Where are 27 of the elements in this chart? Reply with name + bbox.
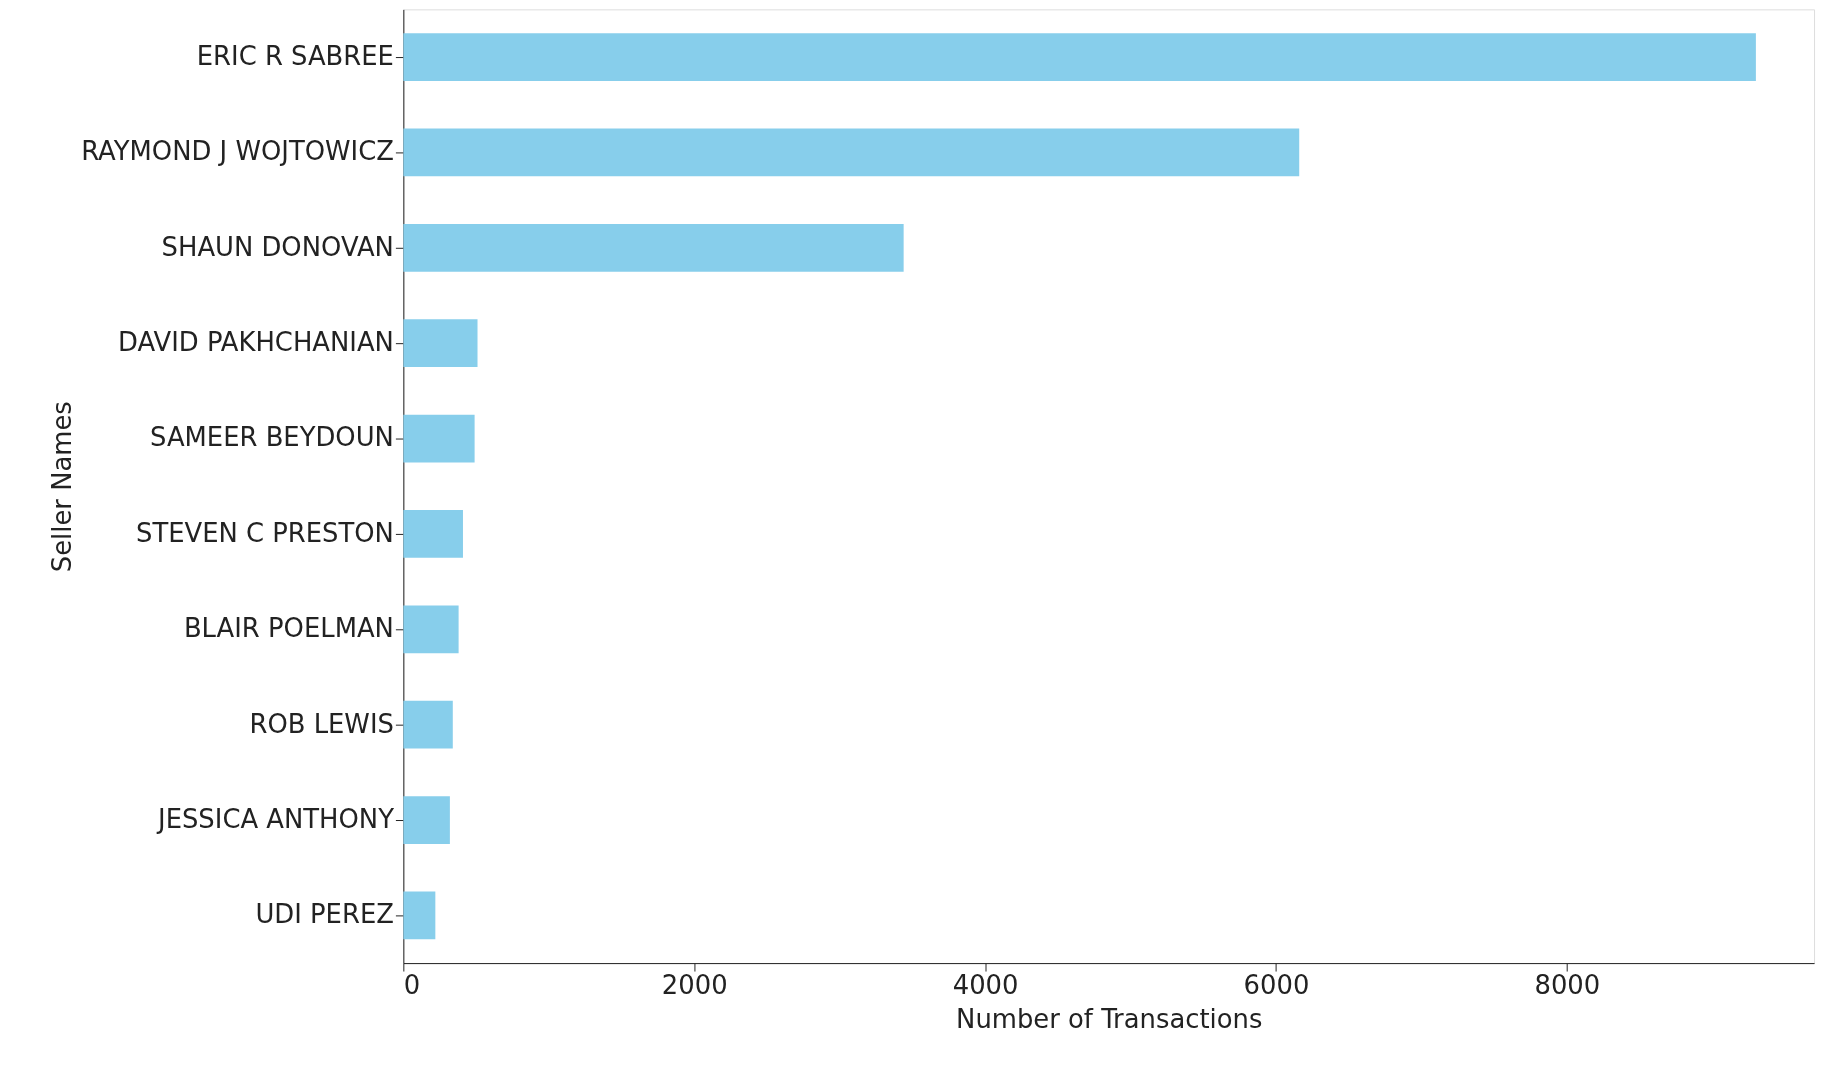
y-tick-label: JESSICA ANTHONY xyxy=(156,803,395,834)
x-tick-label: 6000 xyxy=(1243,970,1310,1001)
x-tick-label: 0 xyxy=(403,970,421,1001)
bar xyxy=(403,700,453,749)
x-axis-title: Number of Transactions xyxy=(956,1004,1263,1035)
bar xyxy=(403,605,459,654)
bar xyxy=(403,796,450,844)
x-tick-label: 2000 xyxy=(661,970,728,1001)
y-tick-label: BLAIR POELMAN xyxy=(183,613,394,644)
bar xyxy=(403,510,463,558)
bar xyxy=(403,33,1756,81)
y-tick-label: RAYMOND J WOJTOWICZ xyxy=(81,136,394,167)
y-tick-label: UDI PEREZ xyxy=(255,899,394,930)
y-tick-label: STEVEN C PRESTON xyxy=(135,517,394,548)
bar xyxy=(403,128,1300,177)
x-tick-label: 8000 xyxy=(1534,970,1601,1001)
bar xyxy=(403,414,475,463)
y-tick-label: ERIC R SABREE xyxy=(196,41,394,71)
y-axis-title: Seller Names xyxy=(47,401,78,573)
y-tick-label: ROB LEWIS xyxy=(249,708,394,739)
x-tick-label: 4000 xyxy=(952,970,1019,1001)
bar xyxy=(403,891,436,940)
bar xyxy=(403,223,904,272)
y-tick-label: SAMEER BEYDOUN xyxy=(150,422,394,453)
y-tick-label: SHAUN DONOVAN xyxy=(161,231,394,262)
bar xyxy=(403,319,478,368)
y-tick-label: DAVID PAKHCHANIAN xyxy=(118,327,394,358)
